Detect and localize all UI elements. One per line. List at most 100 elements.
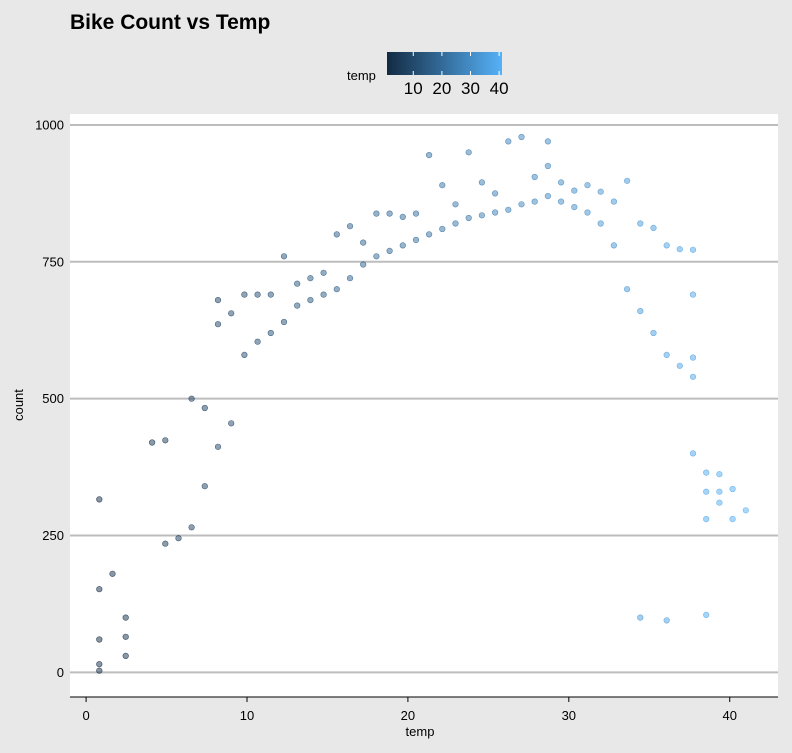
scatter-point: [716, 471, 723, 478]
scatter-point: [557, 179, 565, 186]
scatter-point: [412, 236, 420, 243]
scatter-point: [386, 210, 393, 217]
scatter-point: [439, 225, 446, 233]
scatter-point: [201, 483, 208, 490]
scatter-point: [214, 321, 222, 328]
scatter-point: [280, 253, 288, 260]
legend-title: temp: [347, 68, 376, 83]
scatter-point: [703, 488, 710, 495]
scatter-point: [703, 469, 710, 476]
scatter-point: [623, 286, 631, 293]
scatter-point: [650, 329, 657, 337]
scatter-point: [505, 206, 512, 213]
scatter-point: [426, 231, 433, 238]
scatter-point: [122, 614, 129, 621]
y-tick-label: 750: [42, 254, 64, 269]
scatter-point: [544, 193, 552, 200]
x-tick-label: 10: [240, 708, 254, 723]
scatter-point: [333, 231, 340, 238]
scatter-point: [650, 224, 657, 231]
y-tick-label: 250: [42, 528, 64, 543]
x-axis-title: temp: [406, 724, 435, 739]
scatter-point: [465, 149, 472, 156]
scatter-point: [610, 198, 618, 205]
legend-tick-label: 40: [489, 79, 509, 98]
scatter-point: [742, 507, 749, 514]
scatter-point: [452, 201, 459, 208]
scatter-point: [505, 138, 512, 145]
scatter-point: [518, 201, 525, 208]
scatter-point: [689, 246, 697, 253]
scatter-point: [254, 291, 261, 298]
scatter-point: [228, 310, 235, 317]
scatter-point: [452, 220, 459, 227]
scatter-point: [267, 291, 274, 298]
scatter-point: [373, 210, 380, 217]
scatter-point: [531, 173, 538, 181]
scatter-point: [399, 213, 406, 220]
scatter-point: [663, 242, 670, 249]
scatter-point: [294, 280, 301, 287]
scatter-point: [386, 247, 393, 254]
scatter-point: [214, 297, 222, 304]
scatter-point: [96, 496, 103, 503]
scatter-point: [254, 338, 261, 345]
scatter-point: [478, 179, 486, 186]
color-legend: temp 10 20 30 40: [340, 50, 520, 100]
scatter-point: [676, 362, 683, 369]
y-tick-label: 0: [57, 665, 64, 680]
scatter-point: [96, 636, 103, 643]
scatter-point: [676, 246, 683, 253]
y-tick-label: 1000: [35, 117, 64, 132]
scatter-point: [544, 138, 552, 145]
scatter-point: [307, 297, 314, 304]
scatter-point: [439, 182, 446, 189]
scatter-point: [465, 214, 472, 222]
scatter-point: [412, 210, 420, 217]
scatter-point: [241, 351, 248, 359]
scatter-point: [478, 212, 486, 219]
scatter-point: [518, 133, 525, 141]
scatter-point: [597, 188, 604, 195]
scatter-point: [175, 535, 182, 542]
scatter-point: [584, 182, 591, 189]
scatter-point: [96, 586, 103, 593]
scatter-point: [637, 308, 644, 315]
scatter-point: [360, 239, 367, 246]
scatter-point: [716, 488, 723, 495]
legend-tick-label: 30: [461, 79, 480, 98]
scatter-point: [492, 209, 499, 216]
scatter-point: [280, 318, 288, 326]
scatter-point: [597, 220, 604, 227]
scatter-point: [294, 302, 301, 309]
x-tick-label: 40: [722, 708, 736, 723]
chart-title: Bike Count vs Temp: [70, 11, 271, 34]
scatter-point: [531, 198, 538, 205]
scatter-point: [729, 485, 736, 493]
scatter-point: [689, 354, 697, 361]
scatter-point: [557, 198, 565, 205]
scatter-point: [399, 242, 406, 249]
scatter-point: [109, 570, 116, 577]
scatter-point: [122, 633, 129, 640]
y-tick-label: 500: [42, 391, 64, 406]
scatter-point: [663, 351, 670, 359]
x-tick-label: 30: [562, 708, 576, 723]
scatter-point: [571, 204, 578, 211]
scatter-point: [162, 437, 169, 444]
x-tick-label: 0: [82, 708, 89, 723]
scatter-point: [571, 187, 578, 194]
legend-tick-label: 10: [403, 79, 423, 98]
scatter-point: [96, 661, 103, 668]
scatter-point: [689, 450, 697, 457]
scatter-point: [689, 291, 697, 298]
scatter-point: [703, 611, 710, 619]
scatter-point: [307, 275, 314, 282]
scatter-point: [360, 261, 367, 268]
legend-colorbar: [387, 52, 502, 75]
scatter-point: [703, 515, 710, 523]
legend-tick-label: 20: [432, 79, 452, 98]
scatter-point: [637, 220, 644, 227]
y-axis-title: count: [11, 389, 26, 421]
